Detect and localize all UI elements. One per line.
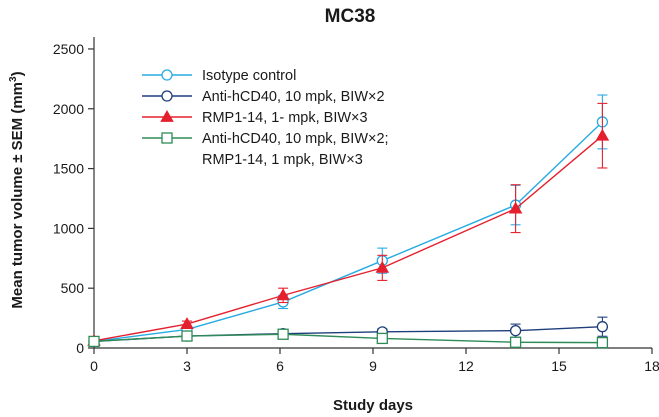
series-4-point-0 [88, 335, 100, 348]
legend-item-1: Isotype control [142, 68, 296, 84]
y-axis-label-close: ) [9, 71, 26, 76]
series-4-point-4 [509, 336, 522, 348]
legend-label-4: Anti-hCD40, 10 mpk, BIW×2; [202, 131, 389, 147]
x-tick-label-15: 15 [551, 358, 567, 374]
legend-marker-4 [161, 132, 173, 144]
plot-area [87, 94, 610, 349]
x-tick-label-18: 18 [644, 358, 659, 374]
series-3-point-1 [180, 317, 194, 329]
x-tick-label-12: 12 [458, 358, 474, 374]
y-tick-label-1500: 1500 [53, 161, 84, 177]
legend-item-2: Anti-hCD40, 10 mpk, BIW×2 [142, 89, 385, 105]
series-3-point-5 [595, 128, 610, 141]
series-2-line [93, 326, 603, 343]
series-4-point-2 [277, 328, 289, 340]
y-tick-label-0: 0 [76, 340, 84, 356]
y-tick-label-1000: 1000 [53, 220, 84, 236]
axes: 0 500 1000 1500 2000 2500 0 3 6 9 12 15 18 [53, 37, 659, 374]
y-axis-label-superscript: 3 [8, 76, 19, 82]
series-3-point-4 [508, 201, 523, 214]
x-tick-label-0: 0 [90, 358, 98, 374]
legend-marker-3 [160, 110, 174, 122]
x-tick-label-3: 3 [183, 358, 191, 374]
series-2-point-5 [596, 321, 609, 333]
series-3-point-2 [276, 288, 290, 301]
series-3-line [93, 135, 603, 342]
y-tick-label-2500: 2500 [53, 41, 84, 57]
series-3-point-3 [375, 260, 390, 273]
legend-marker-2 [161, 90, 173, 102]
legend-label-3: RMP1-14, 1- mpk, BIW×3 [202, 110, 368, 126]
x-tick-label-6: 6 [276, 358, 284, 374]
chart-title: MC38 [325, 6, 376, 27]
series-4 [88, 328, 609, 349]
y-tick-label-2000: 2000 [53, 101, 84, 117]
series-2-point-4 [509, 325, 522, 337]
legend-item-3: RMP1-14, 1- mpk, BIW×3 [142, 110, 368, 126]
x-axis-label: Study days [333, 397, 413, 414]
y-tick-label-500: 500 [61, 280, 85, 296]
series-4-point-1 [181, 330, 193, 342]
y-axis-label-text: Mean tumor volume ± SEM (mm [9, 82, 26, 309]
series-4-point-5 [596, 336, 609, 349]
x-tick-label-9: 9 [369, 358, 377, 374]
legend-item-4: Anti-hCD40, 10 mpk, BIW×2; RMP1-14, 1 mpk… [142, 131, 389, 168]
series-3 [87, 102, 610, 346]
series-4-line [93, 333, 603, 344]
series-4-point-3 [376, 332, 388, 345]
legend-label-1: Isotype control [202, 68, 296, 84]
y-axis-label: Mean tumor volume ± SEM (mm3) [8, 71, 26, 308]
legend-marker-1 [161, 69, 173, 81]
legend: Isotype control Anti-hCD40, 10 mpk, BIW×2… [142, 68, 389, 168]
legend-label-2: Anti-hCD40, 10 mpk, BIW×2 [202, 89, 385, 105]
legend-label-4-line-2: RMP1-14, 1 mpk, BIW×3 [202, 152, 363, 168]
svg-text:Mean tumor volume ± SEM (mm3): Mean tumor volume ± SEM (mm3) [8, 71, 26, 308]
